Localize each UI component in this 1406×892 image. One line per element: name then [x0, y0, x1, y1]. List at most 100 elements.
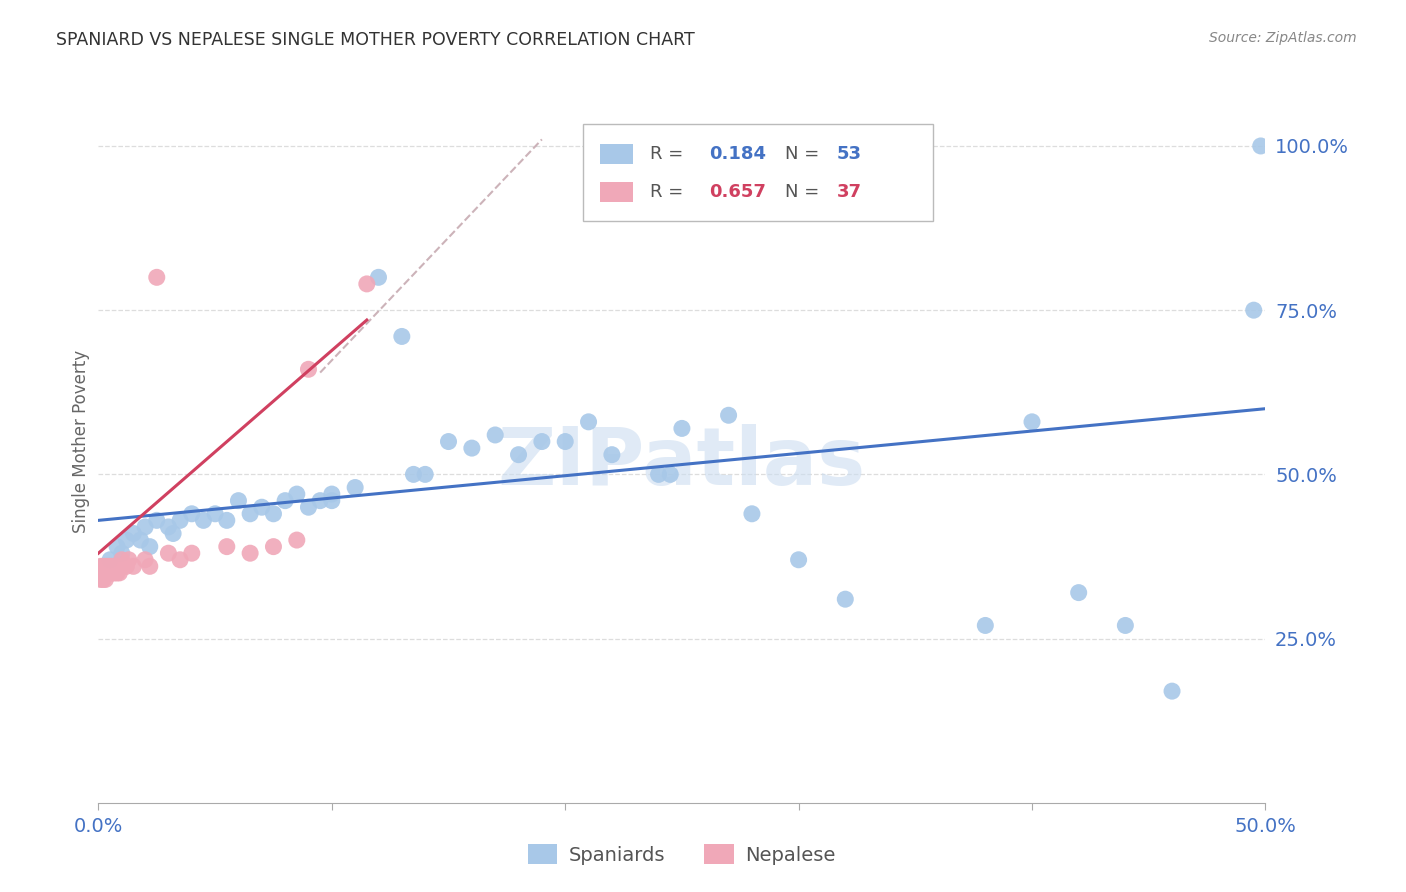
Text: R =: R = [651, 145, 689, 163]
Point [274, 493, 297, 508]
Point [1243, 303, 1265, 318]
Point [647, 467, 669, 482]
Text: 0.657: 0.657 [709, 183, 766, 202]
Point [97, 566, 120, 580]
Point [228, 493, 250, 508]
Point [90, 573, 112, 587]
Point [101, 566, 124, 580]
Point [239, 546, 262, 560]
Point [98, 566, 121, 580]
Point [321, 487, 343, 501]
Point [508, 448, 530, 462]
Point [139, 540, 162, 554]
Text: 37: 37 [837, 183, 862, 202]
Point [91, 573, 114, 587]
Bar [600, 182, 633, 202]
Point [297, 362, 319, 376]
Point [356, 277, 378, 291]
Point [239, 507, 262, 521]
Point [94, 573, 117, 587]
Point [111, 553, 134, 567]
Point [180, 507, 202, 521]
Point [262, 540, 284, 554]
Text: SPANIARD VS NEPALESE SINGLE MOTHER POVERTY CORRELATION CHART: SPANIARD VS NEPALESE SINGLE MOTHER POVER… [56, 31, 695, 49]
Point [94, 559, 117, 574]
Point [193, 513, 215, 527]
Point [108, 566, 131, 580]
Point [215, 540, 238, 554]
Point [391, 329, 413, 343]
Point [111, 546, 134, 560]
Point [285, 533, 308, 547]
Point [169, 513, 191, 527]
Point [91, 559, 114, 574]
Point [97, 559, 120, 574]
Point [104, 566, 127, 580]
Point [1021, 415, 1043, 429]
Text: N =: N = [785, 145, 824, 163]
Point [530, 434, 553, 449]
Point [671, 421, 693, 435]
Point [297, 500, 319, 515]
Legend: Spaniards, Nepalese: Spaniards, Nepalese [520, 837, 844, 872]
Point [139, 559, 162, 574]
Point [122, 526, 145, 541]
Point [578, 415, 600, 429]
Point [461, 441, 484, 455]
Point [157, 520, 180, 534]
Point [98, 559, 121, 574]
Bar [600, 144, 633, 164]
Point [413, 467, 436, 482]
FancyBboxPatch shape [582, 124, 932, 221]
Point [115, 533, 138, 547]
Point [180, 546, 202, 560]
Point [98, 553, 121, 567]
Point [122, 559, 145, 574]
Point [111, 559, 134, 574]
Point [115, 559, 138, 574]
Point [146, 270, 169, 285]
Point [94, 566, 117, 580]
Point [717, 409, 740, 423]
Point [204, 507, 226, 521]
Point [250, 500, 273, 515]
Text: 53: 53 [837, 145, 862, 163]
Point [105, 566, 128, 580]
Point [484, 428, 506, 442]
Point [1250, 139, 1272, 153]
Point [285, 487, 308, 501]
Point [134, 520, 156, 534]
Point [169, 553, 191, 567]
Point [1161, 684, 1184, 698]
Text: Source: ZipAtlas.com: Source: ZipAtlas.com [1209, 31, 1357, 45]
Point [105, 540, 128, 554]
Point [437, 434, 460, 449]
Point [90, 559, 112, 574]
Point [134, 553, 156, 567]
Point [367, 270, 389, 285]
Point [554, 434, 576, 449]
Point [90, 566, 112, 580]
Text: ZIPatlas: ZIPatlas [498, 425, 866, 502]
Y-axis label: Single Mother Poverty: Single Mother Poverty [72, 350, 90, 533]
Point [834, 592, 856, 607]
Point [104, 559, 127, 574]
Point [600, 448, 623, 462]
Point [741, 507, 763, 521]
Text: 0.184: 0.184 [709, 145, 766, 163]
Point [659, 467, 682, 482]
Point [91, 566, 114, 580]
Point [309, 493, 332, 508]
Point [344, 481, 367, 495]
Point [215, 513, 238, 527]
Point [1114, 618, 1136, 632]
Point [157, 546, 180, 560]
Point [1067, 585, 1090, 599]
Point [262, 507, 284, 521]
Point [974, 618, 997, 632]
Point [146, 513, 169, 527]
Text: N =: N = [785, 183, 824, 202]
Point [118, 553, 141, 567]
Point [321, 493, 343, 508]
Point [787, 553, 810, 567]
